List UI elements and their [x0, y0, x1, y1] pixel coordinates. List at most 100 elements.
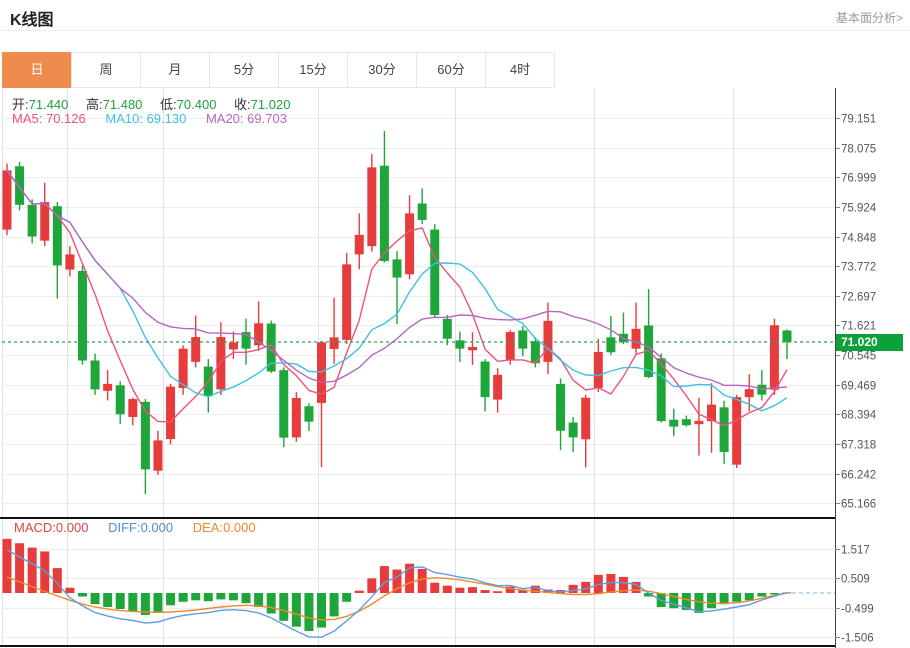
ma10-line [6, 169, 788, 412]
macd-bar-negative [694, 593, 704, 613]
candle-body [593, 351, 603, 389]
candle-down [442, 315, 452, 346]
price-axis-label: 73.772 [841, 262, 876, 274]
candle-body [140, 401, 150, 470]
candle-down [782, 329, 792, 360]
macd-bar-positive [631, 581, 641, 593]
macd-bar-positive [405, 563, 415, 593]
macd-axis-label: 1.517 [841, 545, 870, 557]
ma20-line [6, 169, 788, 390]
tab-day[interactable]: 日 [2, 52, 72, 88]
candle-down [379, 130, 389, 263]
tab-5min[interactable]: 5分 [209, 52, 279, 88]
candle-body [216, 337, 226, 390]
candle-down [417, 188, 427, 225]
macd-bar-positive [417, 568, 427, 593]
macd-bar-negative [769, 593, 779, 595]
open-value: 71.440 [28, 97, 69, 112]
macd-bar-positive [15, 543, 25, 593]
candle-body [744, 389, 754, 398]
candle-body [304, 406, 314, 422]
candle-up [40, 182, 50, 247]
price-axis-label: 68.394 [841, 410, 877, 422]
candlestick-chart: 79.151 78.075 76.999 75.924 74.848 73.772 72.6… [2, 88, 877, 517]
candle-body [530, 341, 540, 364]
close-value: 71.020 [250, 97, 291, 112]
macd-bar-negative [707, 593, 717, 609]
candle-down [90, 353, 100, 395]
candle-up [128, 397, 138, 426]
candle-body [669, 419, 679, 427]
candle-body [279, 370, 289, 438]
candle-body [556, 383, 566, 431]
candle-body [27, 204, 37, 237]
macd-bar-positive [442, 585, 452, 593]
price-axis-label: 74.848 [841, 233, 876, 245]
macd-bar-negative [153, 593, 163, 613]
close-label: 收: [234, 97, 251, 112]
candle-body [455, 340, 465, 349]
candle-body [77, 270, 87, 361]
candle-down [266, 320, 276, 373]
candle-up [744, 374, 754, 412]
candle-up [329, 297, 339, 364]
tab-60min[interactable]: 60分 [416, 52, 486, 88]
candle-body [342, 264, 352, 340]
candle-body [568, 422, 578, 438]
tab-4hour[interactable]: 4时 [485, 52, 555, 88]
candle-body [228, 342, 238, 350]
candle-up [593, 338, 603, 393]
macd-chart: 1.517 0.509 -0.499 -1.506 [0, 517, 874, 648]
fundamental-analysis-link[interactable]: 基本面分析> [835, 11, 903, 25]
candle-up [493, 368, 503, 413]
macd-bar-negative [279, 593, 289, 621]
candle-up [543, 302, 553, 375]
tab-week[interactable]: 周 [71, 52, 141, 88]
tab-30min[interactable]: 30分 [347, 52, 417, 88]
candle-body [442, 318, 452, 339]
macd-bar-negative [77, 593, 87, 597]
ma5-line [6, 169, 788, 427]
macd-bar-negative [329, 593, 339, 617]
macd-bar-negative [128, 593, 138, 612]
candle-body [656, 358, 666, 422]
macd-bar-positive [581, 581, 591, 593]
candle-down [681, 415, 691, 427]
candle-body [329, 337, 339, 349]
candle-up [405, 195, 415, 280]
candle-body [631, 328, 641, 349]
candle-body [103, 383, 113, 391]
macd-bar-negative [166, 593, 176, 606]
macd-bar-negative [178, 593, 188, 602]
price-axis-label: 71.621 [841, 321, 876, 333]
candle-up [631, 302, 641, 354]
macd-bar-positive [392, 569, 402, 593]
candle-down [455, 331, 465, 362]
macd-readout: MACD:0.000 DIFF:0.000 DEA:0.000 [14, 520, 256, 535]
candle-up [178, 345, 188, 395]
candle-down [669, 408, 679, 437]
macd-bar-negative [228, 593, 238, 601]
candle-up [769, 318, 779, 395]
candle-down [27, 199, 37, 244]
candle-up [342, 252, 352, 344]
ma5-label: MA5: [12, 111, 43, 126]
price-axis-label: 69.469 [841, 381, 876, 393]
candle-up [505, 330, 515, 365]
high-value: 71.480 [102, 97, 143, 112]
candle-body [2, 170, 12, 230]
candle-down [518, 326, 528, 357]
candle-body [694, 420, 704, 425]
candle-down [719, 400, 729, 464]
tab-month[interactable]: 月 [140, 52, 210, 88]
candle-body [379, 165, 389, 262]
tab-15min[interactable]: 15分 [278, 52, 348, 88]
candle-body [367, 167, 377, 247]
candle-body [606, 337, 616, 353]
ma20-label: MA20: [205, 111, 244, 126]
last-price-badge: 71.020 [836, 334, 903, 351]
candle-up [694, 397, 704, 456]
price-axis-label: 67.318 [841, 440, 876, 452]
macd-bar-positive [430, 582, 440, 593]
